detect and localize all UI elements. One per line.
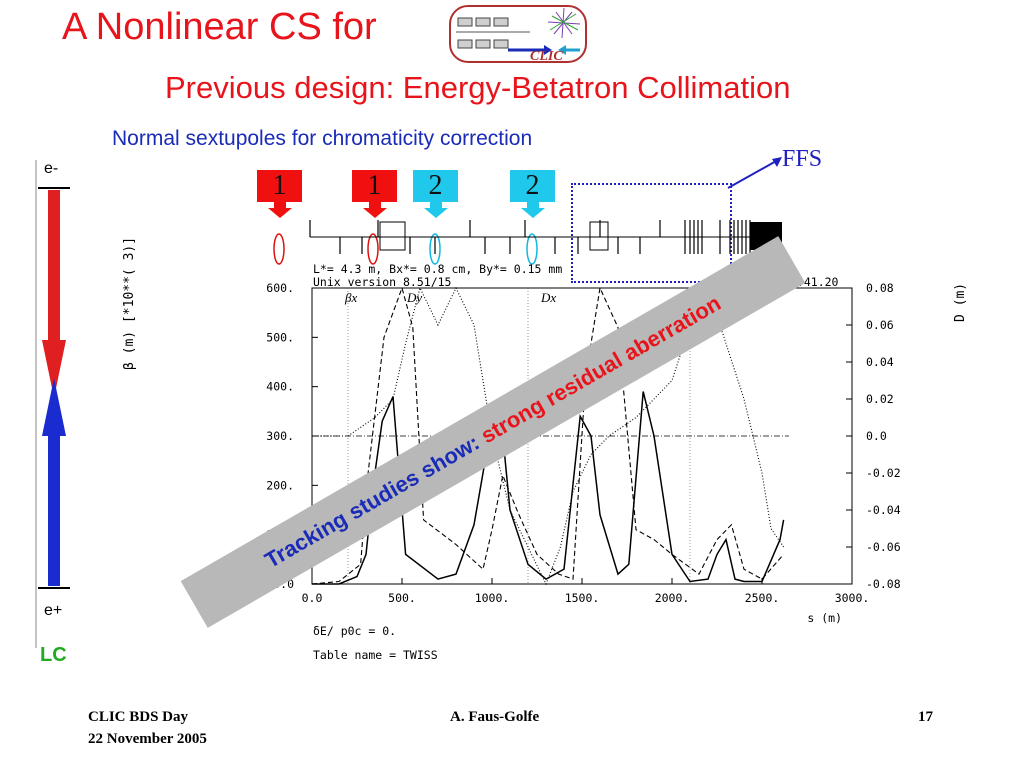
- x-tick-label: 2000.: [655, 591, 690, 605]
- chromaticity-note: Normal sextupoles for chromaticity corre…: [112, 127, 533, 150]
- sextupole-marker-2a: 2: [413, 170, 458, 202]
- legend-label-2: Dx: [540, 290, 556, 305]
- ffs-region-box: [571, 183, 732, 283]
- right-tick-label: -0.08: [866, 577, 901, 591]
- cyan-arrow-1: [424, 202, 448, 218]
- x-tick-label: 0.0: [302, 591, 323, 605]
- x-tick-label: 2500.: [745, 591, 780, 605]
- right-tick-label: 0.08: [866, 281, 894, 295]
- footer-page-number: 17: [918, 709, 933, 725]
- y-axis-left-label: β (m) [*10**( 3)]: [122, 236, 137, 370]
- right-tick-label: 0.02: [866, 392, 894, 406]
- right-tick-label: -0.06: [866, 540, 901, 554]
- right-tick-label: 0.06: [866, 318, 894, 332]
- red-arrow-1: [268, 202, 292, 218]
- left-tick-label: 500.: [266, 330, 294, 344]
- legend-label-1: Dy: [406, 290, 422, 305]
- footer-date: 22 November 2005: [88, 731, 207, 747]
- left-tick-label: 600.: [266, 281, 294, 295]
- cyan-arrow-2: [521, 202, 545, 218]
- x-tick-label: 1500.: [565, 591, 600, 605]
- positron-label: e+: [44, 602, 63, 619]
- legend-label-0: βx: [344, 290, 357, 305]
- left-tick-label: 200.: [266, 478, 294, 492]
- sextupole-marker-1a: 1: [257, 170, 302, 202]
- footer-event: CLIC BDS Day: [88, 709, 189, 725]
- lc-beam-diagram: [35, 160, 70, 648]
- twiss-plot: 600.500.400.300.200.100.0.00.080.060.040…: [266, 281, 901, 625]
- right-tick-label: -0.02: [866, 466, 901, 480]
- x-tick-label: 500.: [388, 591, 416, 605]
- plot-header-2: Unix version 8.51/15: [313, 275, 452, 289]
- x-tick-label: 3000.: [835, 591, 870, 605]
- slide-title: A Nonlinear CS for: [62, 6, 377, 48]
- lc-badge: LC: [40, 644, 67, 666]
- marker-arrows: [268, 202, 545, 265]
- right-tick-label: 0.04: [866, 355, 894, 369]
- slide-subtitle: Previous design: Energy-Betatron Collima…: [165, 70, 791, 105]
- series-line-Dy: [312, 286, 785, 586]
- x-tick-label: 1000.: [475, 591, 510, 605]
- ffs-label: FFS: [782, 146, 823, 172]
- ffs-arrow: [727, 157, 782, 189]
- left-tick-label: 400.: [266, 380, 294, 394]
- left-tick-label: 300.: [266, 429, 294, 443]
- series-line-βy: [311, 286, 785, 585]
- table-name-text: Table name = TWISS: [313, 648, 438, 662]
- x-axis-label: s (m): [807, 611, 842, 625]
- electron-label: e-: [44, 160, 59, 177]
- plot-header-1: L*= 4.3 m, Bx*= 0.8 cm, By*= 0.15 mm: [313, 262, 563, 276]
- energy-offset-text: δE/ p0c = 0.: [313, 624, 397, 638]
- footer-author: A. Faus-Golfe: [450, 709, 540, 725]
- sextupole-marker-2b: 2: [510, 170, 555, 202]
- y-axis-right-label: D (m): [953, 282, 968, 322]
- clic-logo: CLIC: [448, 4, 588, 64]
- sextupole-marker-1b: 1: [352, 170, 397, 202]
- red-arrow-2: [363, 202, 387, 218]
- series-line-βx: [312, 391, 785, 585]
- right-tick-label: 0.0: [866, 429, 887, 443]
- right-tick-label: -0.04: [866, 503, 901, 517]
- lattice-layout: [309, 220, 782, 254]
- clic-logo-text: CLIC: [530, 49, 563, 64]
